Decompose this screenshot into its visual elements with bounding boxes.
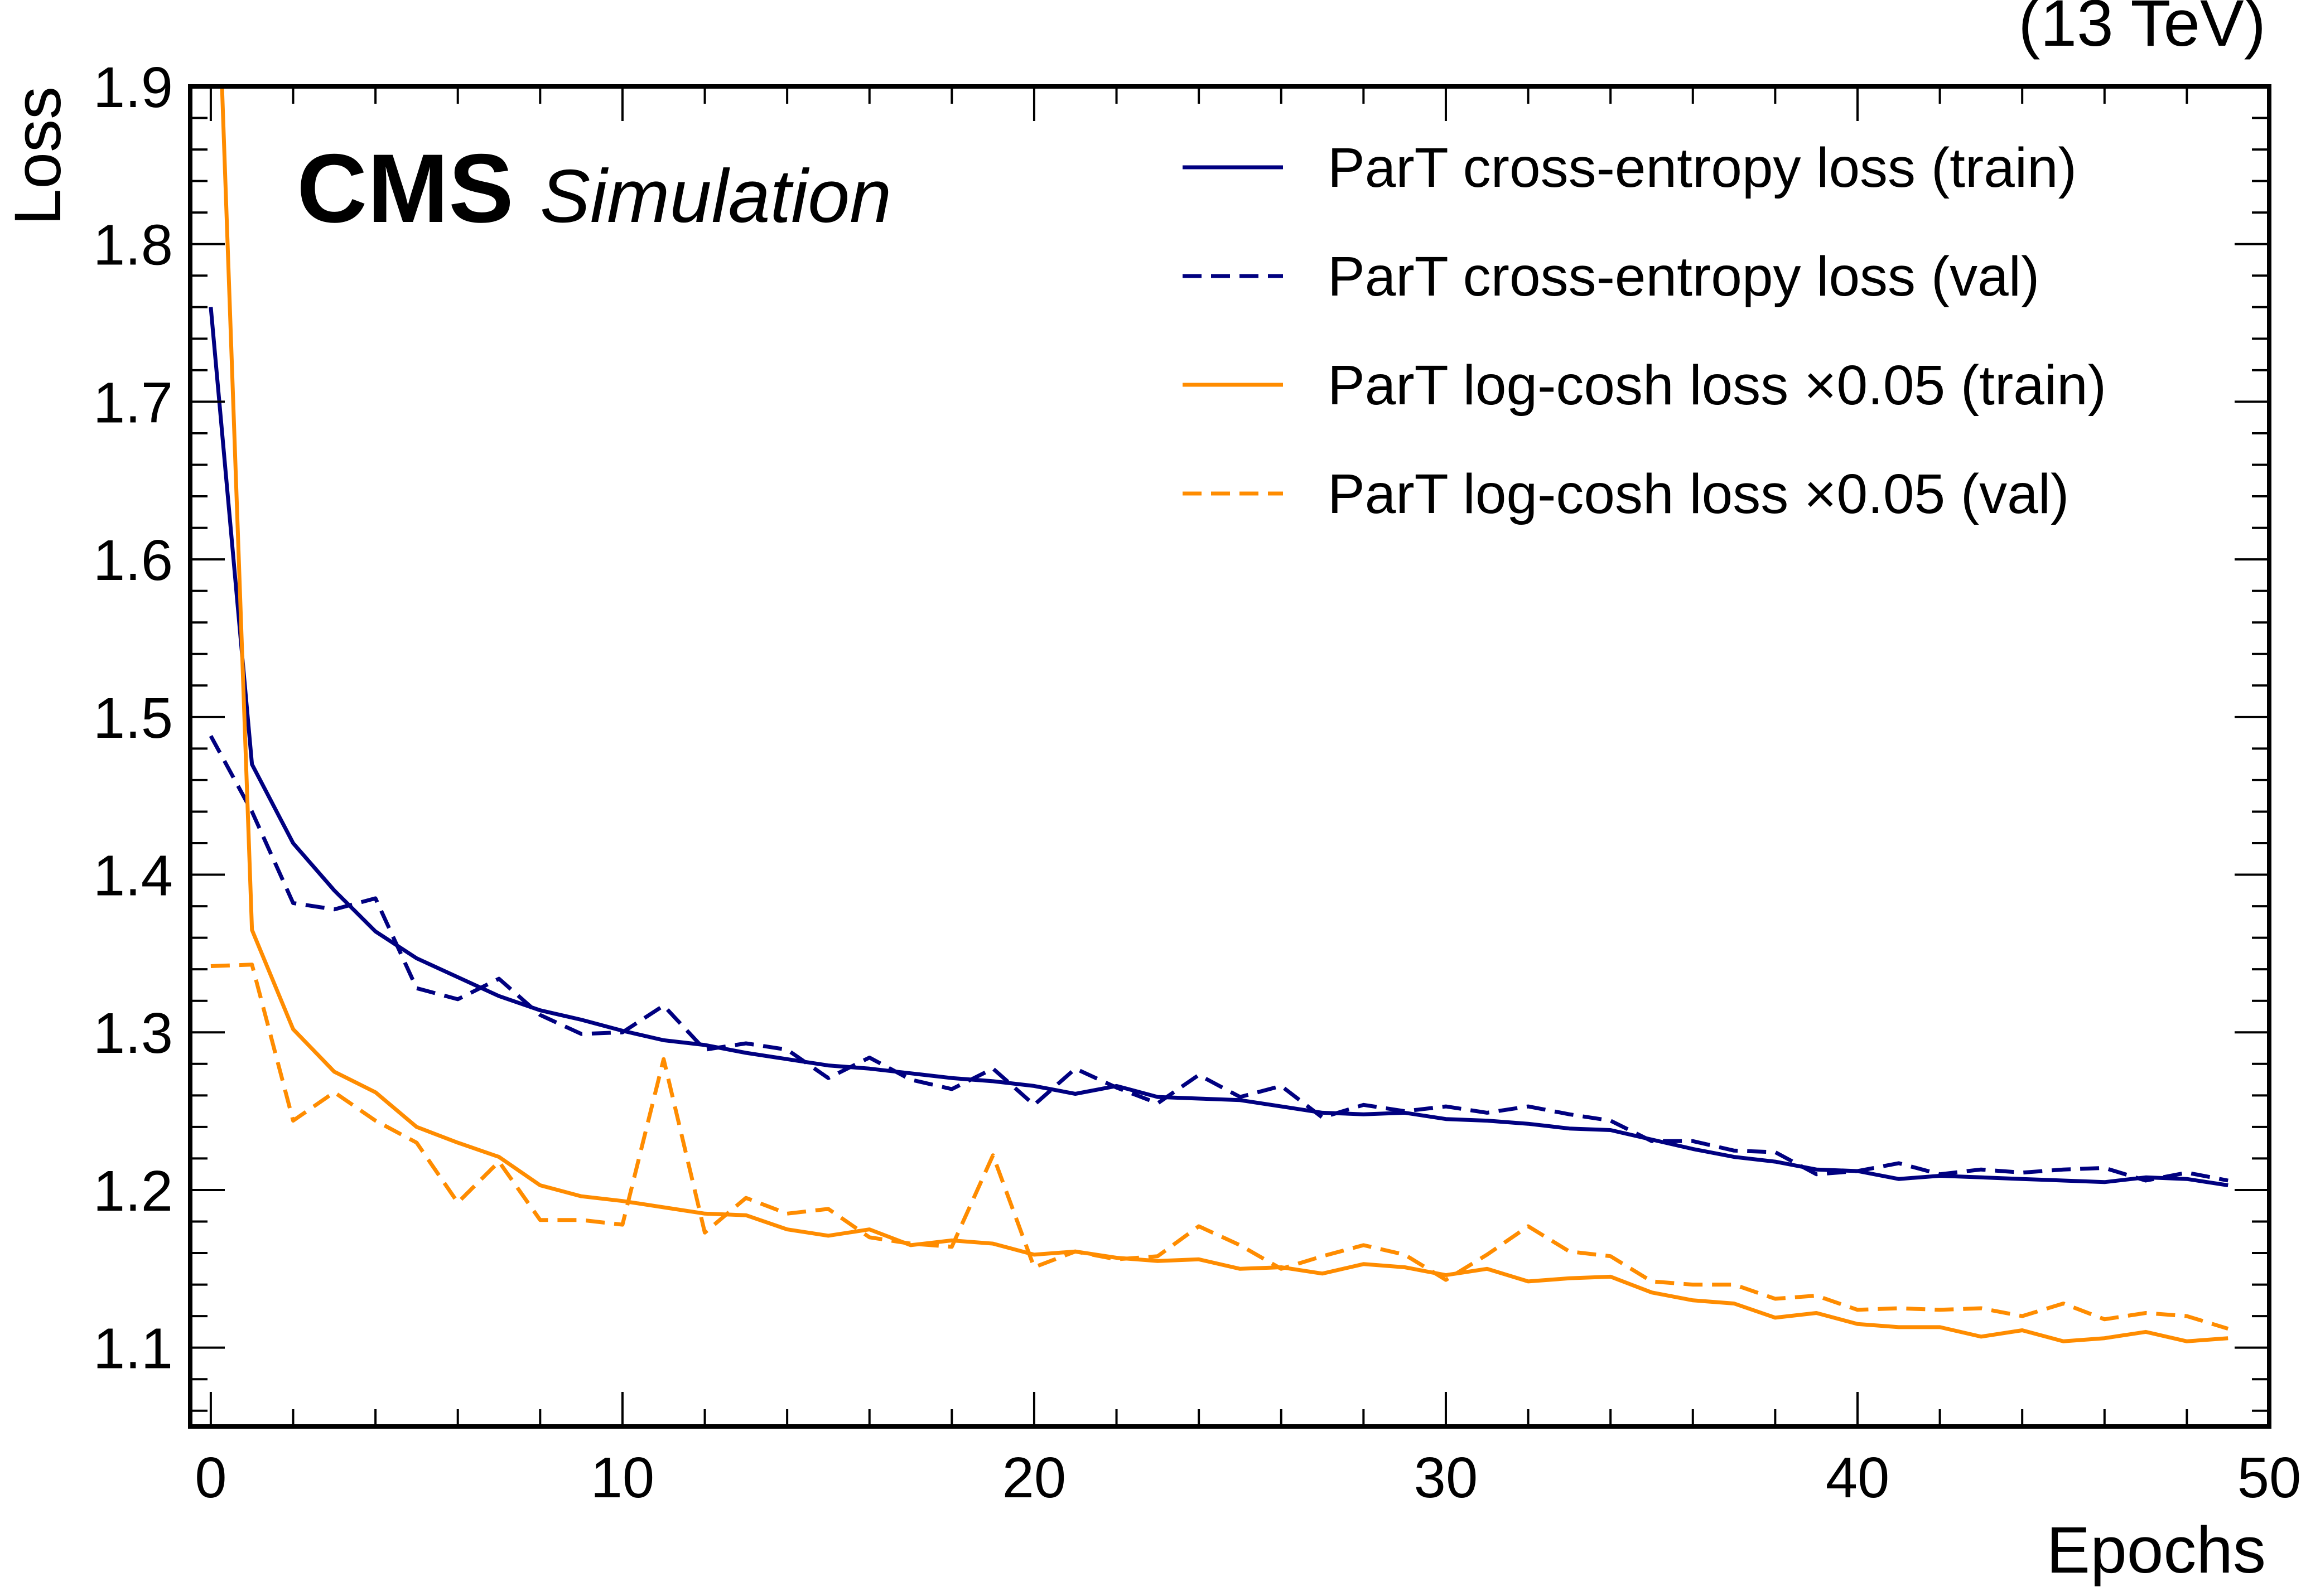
y-tick-label: 1.9 bbox=[93, 55, 173, 119]
x-axis-label: Epochs bbox=[2046, 1513, 2266, 1587]
plot-frame bbox=[188, 84, 2271, 1429]
cms-label: CMS bbox=[297, 134, 514, 243]
x-tick-label: 40 bbox=[1826, 1445, 1890, 1510]
y-tick-label: 1.8 bbox=[93, 213, 173, 277]
x-tick-label: 20 bbox=[1002, 1445, 1067, 1510]
legend-label: ParT cross-entropy loss (train) bbox=[1328, 137, 2077, 199]
legend-label: ParT cross-entropy loss (val) bbox=[1328, 245, 2039, 308]
energy-label: (13 TeV) bbox=[2018, 0, 2266, 60]
y-tick-label: 1.2 bbox=[93, 1159, 173, 1223]
series-line-1 bbox=[209, 307, 2228, 1187]
y-tick-label: 1.6 bbox=[93, 528, 173, 592]
y-tick-label: 1.7 bbox=[93, 370, 173, 434]
y-tick-label: 1.1 bbox=[93, 1317, 173, 1381]
series-layer bbox=[209, 86, 2229, 1343]
legend-label: ParT log-cosh loss ×0.05 (val) bbox=[1328, 463, 2069, 525]
legend: ParT cross-entropy loss (train) ParT cros… bbox=[1183, 137, 2106, 525]
x-tick-label: 10 bbox=[591, 1445, 655, 1510]
y-tick-label: 1.4 bbox=[93, 844, 173, 908]
x-tick-label: 50 bbox=[2237, 1445, 2301, 1510]
tick-labels: 0 10 20 30 40 50 1.1 1.2 1.3 1.4 1.5 1.6 1.7 1.8 1.9 bbox=[93, 55, 2301, 1510]
simulation-label: Simulation bbox=[540, 154, 891, 238]
x-tick-label: 30 bbox=[1414, 1445, 1478, 1510]
y-axis-label: Loss bbox=[1, 86, 75, 225]
x-tick-label: 0 bbox=[195, 1445, 226, 1510]
legend-label: ParT log-cosh loss ×0.05 (train) bbox=[1328, 354, 2106, 417]
y-tick-label: 1.5 bbox=[93, 686, 173, 750]
series-line-4 bbox=[210, 963, 2229, 1331]
series-line-2 bbox=[209, 735, 2228, 1183]
series-line-3 bbox=[220, 86, 2228, 1343]
y-tick-label: 1.3 bbox=[93, 1001, 173, 1065]
